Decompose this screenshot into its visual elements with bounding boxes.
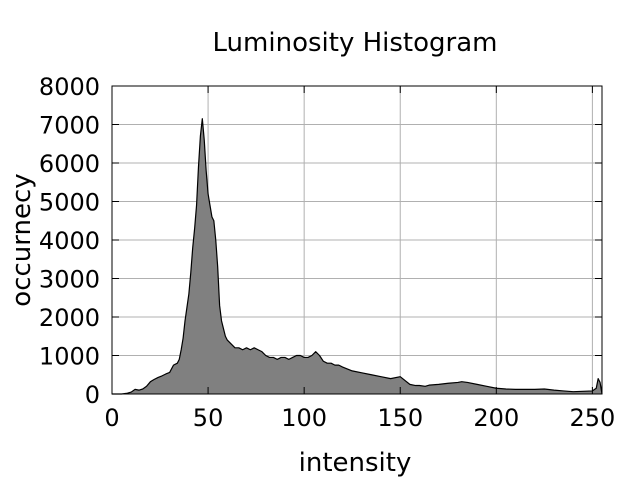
x-tick-label: 100 xyxy=(281,404,327,432)
y-tick-label: 3000 xyxy=(39,266,100,294)
y-tick-label: 2000 xyxy=(39,304,100,332)
x-tick-label: 200 xyxy=(473,404,519,432)
plot-area xyxy=(112,118,603,395)
x-tick-label: 250 xyxy=(569,404,615,432)
x-tick-label: 0 xyxy=(104,404,119,432)
histogram-line xyxy=(112,118,603,395)
y-tick-label: 5000 xyxy=(39,189,100,217)
y-tick-label: 1000 xyxy=(39,343,100,371)
histogram-area xyxy=(112,118,602,394)
y-tick-label: 4000 xyxy=(39,227,100,255)
axis-ticks: 0 50 100 150 200 250 0 1000 2000 3000 4000 5000 6000… xyxy=(39,73,615,432)
x-tick-label: 150 xyxy=(377,404,423,432)
chart-title: Luminosity Histogram xyxy=(213,28,498,58)
y-tick-label: 7000 xyxy=(39,112,100,140)
y-axis-label: occurnecy xyxy=(7,173,37,306)
x-axis-label: intensity xyxy=(299,448,412,478)
y-tick-label: 6000 xyxy=(39,150,100,178)
y-tick-label: 0 xyxy=(85,381,100,409)
y-tick-label: 8000 xyxy=(39,73,100,101)
x-tick-label: 50 xyxy=(193,404,224,432)
